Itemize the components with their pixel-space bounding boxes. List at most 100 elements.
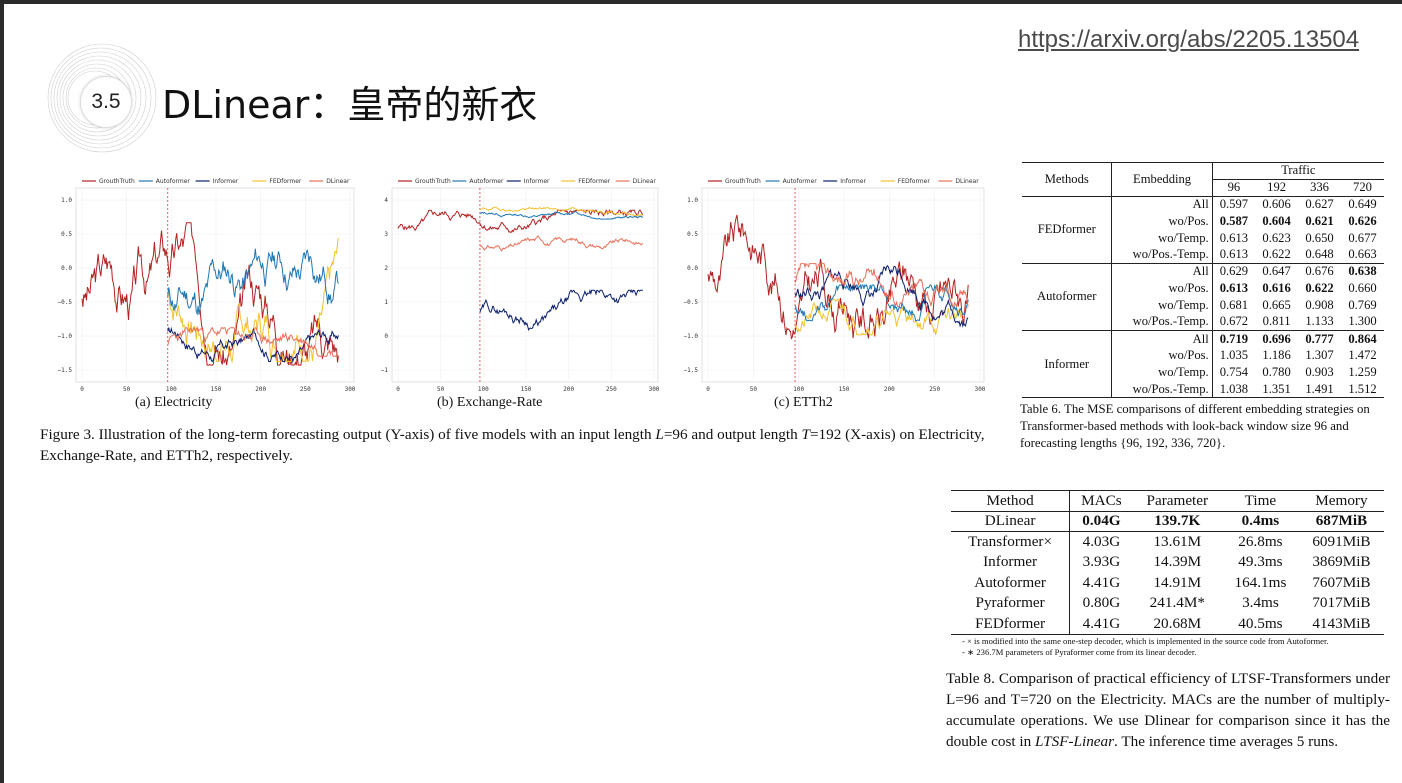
t6-header-traffic: Traffic [1212,162,1384,180]
x-tick-label: 300 [649,386,660,393]
x-tick-label: 0 [80,386,84,393]
t8-cell: Autoformer [951,572,1071,593]
table-row: wo/Temp. 0.681 0.665 0.908 0.769 [1022,296,1384,314]
table-row: wo/Temp. 0.754 0.780 0.903 1.259 [1022,364,1384,381]
x-tick-label: 300 [975,386,986,393]
y-tick-label: −1.5 [684,367,699,374]
t6-value-cell: 0.677 [1348,230,1377,245]
x-tick-label: 250 [929,386,940,393]
legend-label: GrouthTruth [415,178,451,185]
legend-label: FEDformer [578,178,611,185]
y-tick-label: 2 [384,265,388,272]
t6-value-cell: 0.622 [1262,247,1291,262]
table-row: wo/Pos.-Temp. 0.672 0.811 1.133 1.300 [1022,313,1384,331]
arxiv-link[interactable]: https://arxiv.org/abs/2205.13504 [1018,26,1360,53]
y-tick-label: 1.0 [687,197,698,204]
chart-etth2: GrouthTruth Autoformer Informer FEDformer DL… [684,178,986,393]
t8-cell: 40.5ms [1238,614,1283,632]
t6-header-h192: 192 [1267,180,1287,195]
series-line-dlinear [167,326,339,357]
t8-cell: 3869MiB [1312,553,1371,571]
t6-embedding-cell: wo/Temp. [1111,229,1213,247]
t6-value-cell: 1.512 [1348,381,1377,396]
section-number-badge: 3.5 [80,76,132,128]
t6-header-h336: 336 [1310,180,1329,195]
t8-cell: Informer [951,552,1071,573]
t6-value-cell: 0.696 [1262,331,1291,346]
t6-value-cell: 0.626 [1348,213,1377,228]
slide-title: DLinear：皇帝的新衣 [162,83,538,127]
y-tick-label: −0.5 [684,299,699,306]
table-row: Informer 3.93G 14.39M 49.3ms 3869MiB [951,552,1384,573]
y-tick-label: −1.5 [58,367,73,374]
x-tick-label: 50 [437,386,445,393]
plot-frame [75,187,355,383]
t8-cell: 0.4ms [1241,512,1280,530]
t6-value-cell: 0.665 [1262,297,1291,312]
table-row: Transformer× 4.03G 13.61M 26.8ms 6091MiB [951,531,1384,552]
t6-value-cell: 1.300 [1348,314,1377,329]
t6-value-cell: 0.613 [1219,247,1249,262]
t6-value-cell: 0.629 [1219,264,1249,279]
t6-value-cell: 0.623 [1262,230,1291,245]
t6-value-cell: 0.613 [1219,280,1249,295]
t8-cell: 139.7K [1154,512,1201,530]
t6-value-cell: 0.613 [1219,230,1249,245]
x-tick-label: 0 [706,386,710,393]
t6-value-cell: 0.627 [1305,197,1334,212]
legend-label: Informer [840,178,866,185]
t8-cell: 0.80G [1082,594,1121,612]
t6-header-methods: Methods [1022,162,1113,197]
x-tick-label: 100 [478,386,489,393]
legend-label: Autoformer [469,178,504,185]
t8-cell: 4.03G [1082,533,1121,550]
t8-header-macs: MACs [1081,491,1122,509]
x-tick-label: 200 [884,386,895,393]
figure-panel-etth2: GrouthTruth Autoformer Informer FEDformer DL… [674,172,990,394]
t8-header-memory: Memory [1315,491,1368,509]
legend-label: FEDformer [898,178,931,185]
table-row: FEDformer All 0.597 0.606 0.627 0.649 [1022,196,1384,264]
y-tick-label: 1 [384,299,388,306]
t6-embedding-cell: All [1111,330,1213,348]
t6-embedding-cell: wo/Temp. [1111,296,1213,314]
legend-label: Informer [524,178,550,185]
t6-value-cell: 1.307 [1305,348,1334,363]
t6-value-cell: 0.597 [1219,197,1249,212]
t6-value-cell: 0.648 [1305,247,1334,262]
table-8: Method MACs Parameter Time Memory DLinea… [951,490,1384,635]
series-line-informer [479,288,643,332]
t6-value-cell: 0.587 [1219,213,1249,228]
x-tick-label: 150 [521,386,532,393]
series-line-dlinear [794,262,969,308]
t8-cell: 7017MiB [1312,594,1371,612]
t6-value-cell: 0.606 [1262,197,1291,212]
t6-value-cell: 0.811 [1262,314,1291,329]
t6-header-embedding: Embedding [1111,162,1213,197]
subfigure-label-a: (a) Electricity [135,395,213,410]
y-tick-label: 0.0 [61,265,72,272]
subfigure-label-c: (c) ETTh2 [774,395,833,410]
t6-value-cell: 1.472 [1348,348,1377,363]
t6-method-cell: Informer [1022,330,1113,398]
t6-embedding-cell: All [1111,263,1213,281]
table-row: Pyraformer 0.80G 241.4M* 3.4ms 7017MiB [951,593,1384,614]
figure-panel-electricity: GrouthTruth Autoformer Informer FEDformer DL… [48,172,360,394]
figure-3-caption: Figure 3. Illustration of the long-term … [40,426,985,464]
t6-value-cell: 1.186 [1262,348,1291,363]
table-row: wo/Pos. 0.587 0.604 0.621 0.626 [1022,212,1384,230]
t8-cell: 4143MiB [1312,614,1371,632]
plot-frame [701,187,985,383]
t8-cell: 7607MiB [1312,573,1371,591]
x-tick-label: 200 [255,386,266,393]
t6-embedding-cell: wo/Pos. [1111,347,1213,365]
chart-exchange-rate: GrouthTruth Autoformer Informer FEDformer DL… [381,178,660,393]
series-line-autoformer [794,283,969,322]
t6-embedding-cell: wo/Pos. [1111,280,1213,297]
t8-cell: DLinear [951,511,1071,532]
t6-header-h96: 96 [1227,180,1241,195]
table-row: wo/Pos. 1.035 1.186 1.307 1.472 [1022,347,1384,365]
y-tick-label: −0.5 [58,299,73,306]
chart-electricity: GrouthTruth Autoformer Informer FEDformer DL… [58,178,356,393]
